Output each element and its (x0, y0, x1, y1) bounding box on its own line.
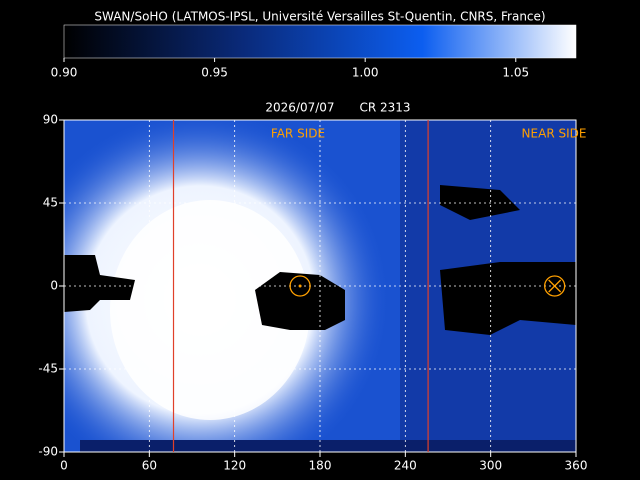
x-tick-label: 0 (60, 459, 68, 473)
x-tick-label: 120 (223, 459, 246, 473)
sun-marker-dot (298, 284, 302, 288)
date: 2026/07/07 (265, 101, 334, 115)
y-tick-label: -45 (38, 362, 58, 376)
colorbar (63, 24, 577, 59)
chart-title: SWAN/SoHO (LATMOS-IPSL, Université Versa… (94, 10, 545, 24)
y-tick-label: -90 (38, 445, 58, 459)
colorbar-tick-label: 0.90 (51, 66, 78, 80)
carrington-rotation: CR 2313 (359, 101, 410, 115)
colorbar-tick-label: 0.95 (201, 66, 228, 80)
x-tick-label: 240 (394, 459, 417, 473)
colorbar-tick-label: 1.00 (352, 66, 379, 80)
x-tick-label: 60 (142, 459, 157, 473)
y-tick-label: 45 (43, 196, 58, 210)
y-tick-label: 90 (43, 113, 58, 127)
y-tick-label: 0 (50, 279, 58, 293)
far-side-label: FAR SIDE (271, 127, 325, 141)
x-tick-label: 300 (479, 459, 502, 473)
near-side-label: NEAR SIDE (522, 127, 587, 141)
map-image (64, 120, 576, 452)
x-tick-label: 180 (309, 459, 332, 473)
x-tick-label: 360 (565, 459, 588, 473)
sun-marker (289, 275, 311, 297)
earth-marker (544, 275, 566, 297)
earth-marker-cross (548, 279, 562, 293)
colorbar-tick-label: 1.05 (502, 66, 529, 80)
